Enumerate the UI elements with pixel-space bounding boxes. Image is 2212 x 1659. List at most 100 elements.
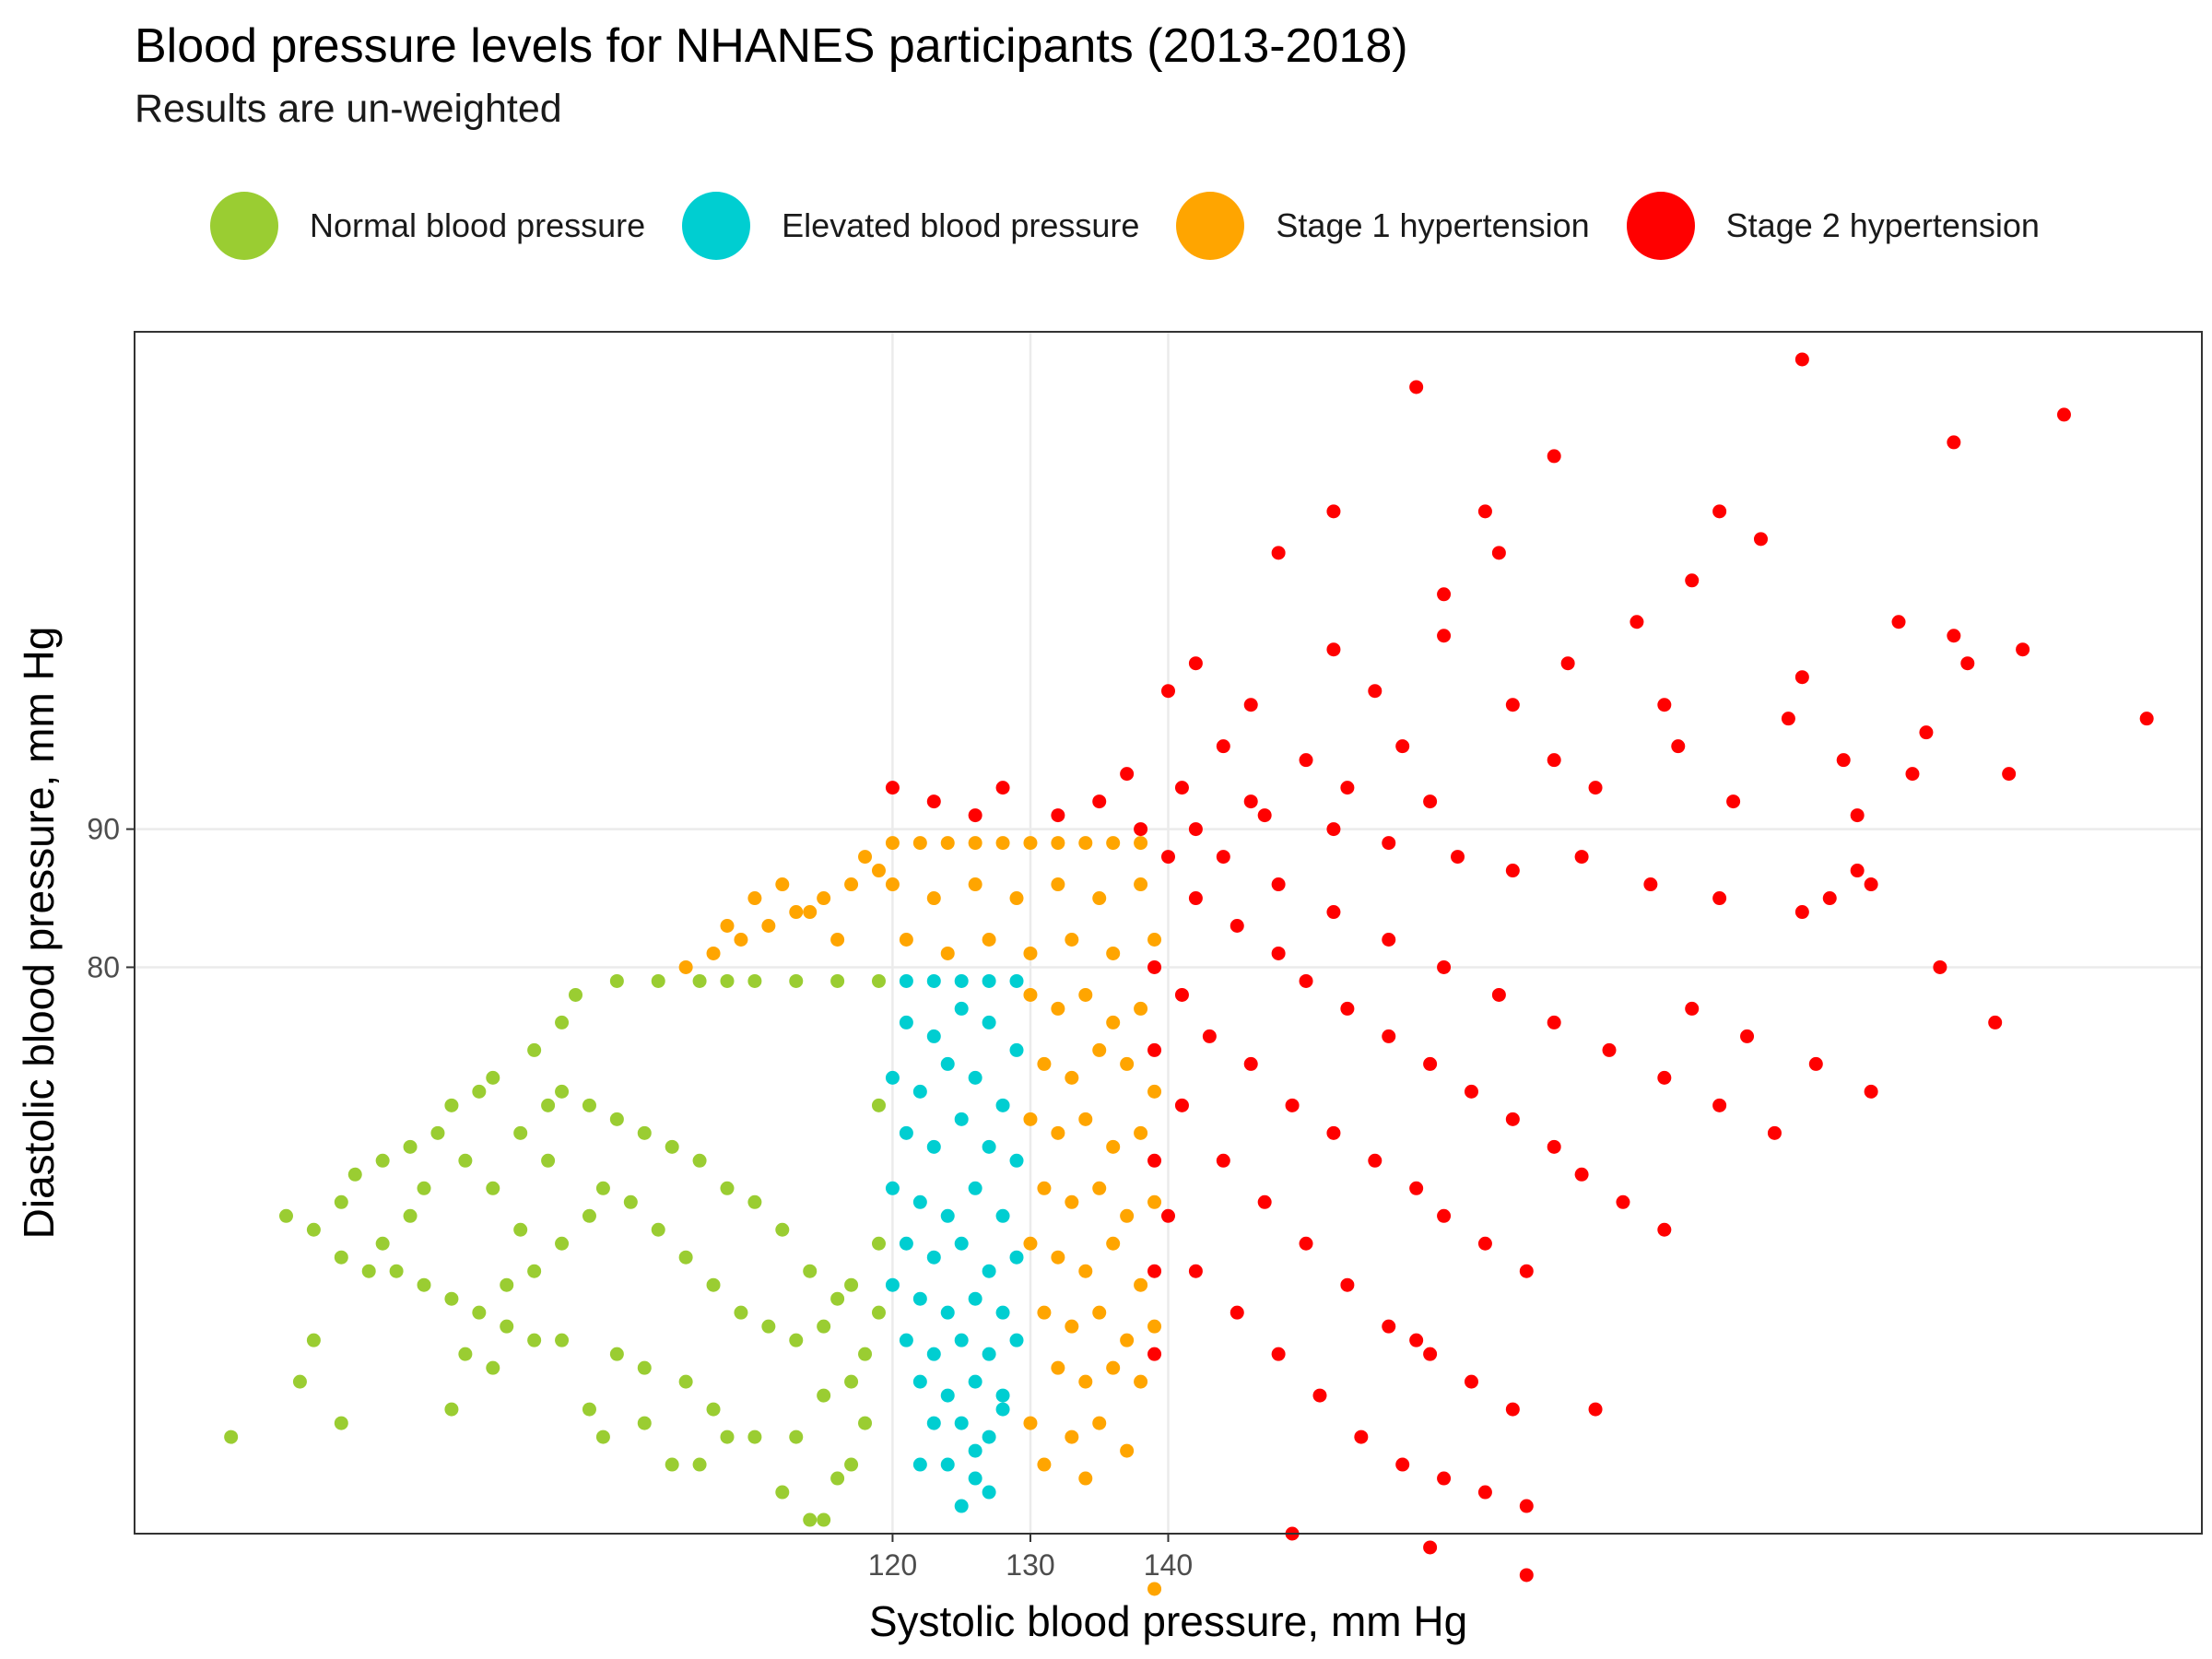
point-s3-104 [1477,1485,1492,1500]
point-s2-72 [1023,1416,1038,1430]
point-s0-49 [692,973,707,988]
point-s2-42 [1134,1001,1148,1016]
point-s3-113 [1602,1042,1617,1057]
point-s3-29 [1216,739,1230,754]
point-s3-34 [1836,753,1851,768]
point-s0-27 [527,1333,542,1347]
point-s2-40 [1078,987,1093,1002]
point-s0-51 [747,973,762,988]
point-s1-13 [968,1070,982,1085]
point-s3-27 [1781,712,1795,726]
point-s2-55 [1092,1181,1107,1195]
chart-subtitle: Results are un-weighted [135,87,562,131]
point-s1-9 [1009,1042,1024,1057]
point-s0-16 [830,1471,845,1486]
point-s2-32 [871,864,886,878]
point-s0-78 [623,1194,638,1209]
point-s3-54 [1326,822,1341,837]
point-s0-75 [555,1236,570,1251]
point-s2-73 [1065,1430,1079,1444]
point-s2-67 [1147,1319,1162,1334]
point-s0-43 [486,1070,500,1085]
point-s3-92 [1382,1319,1396,1334]
point-s2-63 [1037,1305,1052,1320]
point-s1-20 [885,1181,900,1195]
point-s3-127 [1988,1015,2003,1030]
point-s1-19 [1009,1153,1024,1168]
point-s0-88 [375,1236,390,1251]
x-tick-label-120: 120 [868,1548,917,1582]
point-s0-62 [775,1222,790,1237]
point-s0-65 [692,1153,707,1168]
legend-label-stage1: Stage 1 hypertension [1276,206,1590,244]
point-s3-110 [1437,959,1452,974]
point-s2-25 [706,946,721,960]
point-s0-22 [706,1402,721,1417]
point-s2-20 [1023,946,1038,960]
point-s2-66 [1120,1333,1135,1347]
point-s2-8 [1106,836,1121,851]
point-s0-57 [871,1305,886,1320]
point-s2-35 [775,877,790,892]
point-s1-16 [926,1139,941,1154]
point-s0-93 [513,1125,528,1140]
point-s0-58 [858,1347,873,1361]
point-s2-9 [1134,836,1148,851]
point-s2-18 [940,946,955,960]
point-s3-120 [1147,1264,1162,1278]
point-s3-99 [1271,1347,1286,1361]
point-s2-59 [1051,1250,1065,1265]
point-s2-13 [1009,891,1024,906]
point-s0-82 [734,1305,748,1320]
point-s2-61 [1106,1236,1121,1251]
point-s2-53 [1037,1181,1052,1195]
point-s3-35 [1905,767,1920,782]
point-s3-6 [1477,504,1492,519]
point-s0-8 [595,1430,610,1444]
point-s3-65 [1230,919,1244,934]
point-s0-36 [278,1208,293,1223]
point-s3-44 [2002,767,2017,782]
point-s1-43 [995,1388,1010,1403]
point-s2-70 [1106,1360,1121,1375]
point-s2-36 [803,905,818,920]
point-s0-61 [803,1264,818,1278]
point-s3-59 [1643,877,1658,892]
point-s1-30 [885,1277,900,1292]
point-s3-96 [1161,1208,1175,1223]
point-s3-64 [1188,891,1203,906]
point-s3-50 [1092,794,1107,809]
point-s1-37 [954,1333,969,1347]
point-s3-79 [1243,1056,1258,1071]
point-s2-39 [1051,1001,1065,1016]
point-s2-10 [885,877,900,892]
point-s3-25 [1505,698,1520,712]
point-s0-74 [527,1264,542,1278]
point-s1-38 [982,1347,996,1361]
point-s3-97 [1188,1264,1203,1278]
point-s1-11 [912,1084,927,1099]
point-s0-70 [555,1084,570,1099]
point-s0-41 [444,1098,459,1112]
point-s3-7 [1712,504,1727,519]
point-s1-42 [968,1374,982,1389]
point-s3-41 [1588,781,1603,795]
legend-label-stage2: Stage 2 hypertension [1725,206,2040,244]
point-s2-56 [1120,1208,1135,1223]
point-s0-86 [844,1277,859,1292]
point-s1-39 [1009,1333,1024,1347]
point-s0-66 [665,1139,679,1154]
point-s3-62 [1864,877,1878,892]
point-s1-15 [899,1125,913,1140]
point-s3-53 [1257,808,1272,823]
point-s1-28 [982,1264,996,1278]
point-s2-1 [912,836,927,851]
point-s0-89 [334,1194,348,1209]
point-s3-118 [1147,1042,1162,1057]
point-s3-134 [1409,1333,1424,1347]
point-s2-33 [720,919,735,934]
point-s2-6 [1051,836,1065,851]
point-s3-26 [1657,698,1672,712]
point-s3-13 [1630,615,1644,629]
y-axis-title: Diastolic blood pressure, mm Hg [15,627,63,1240]
